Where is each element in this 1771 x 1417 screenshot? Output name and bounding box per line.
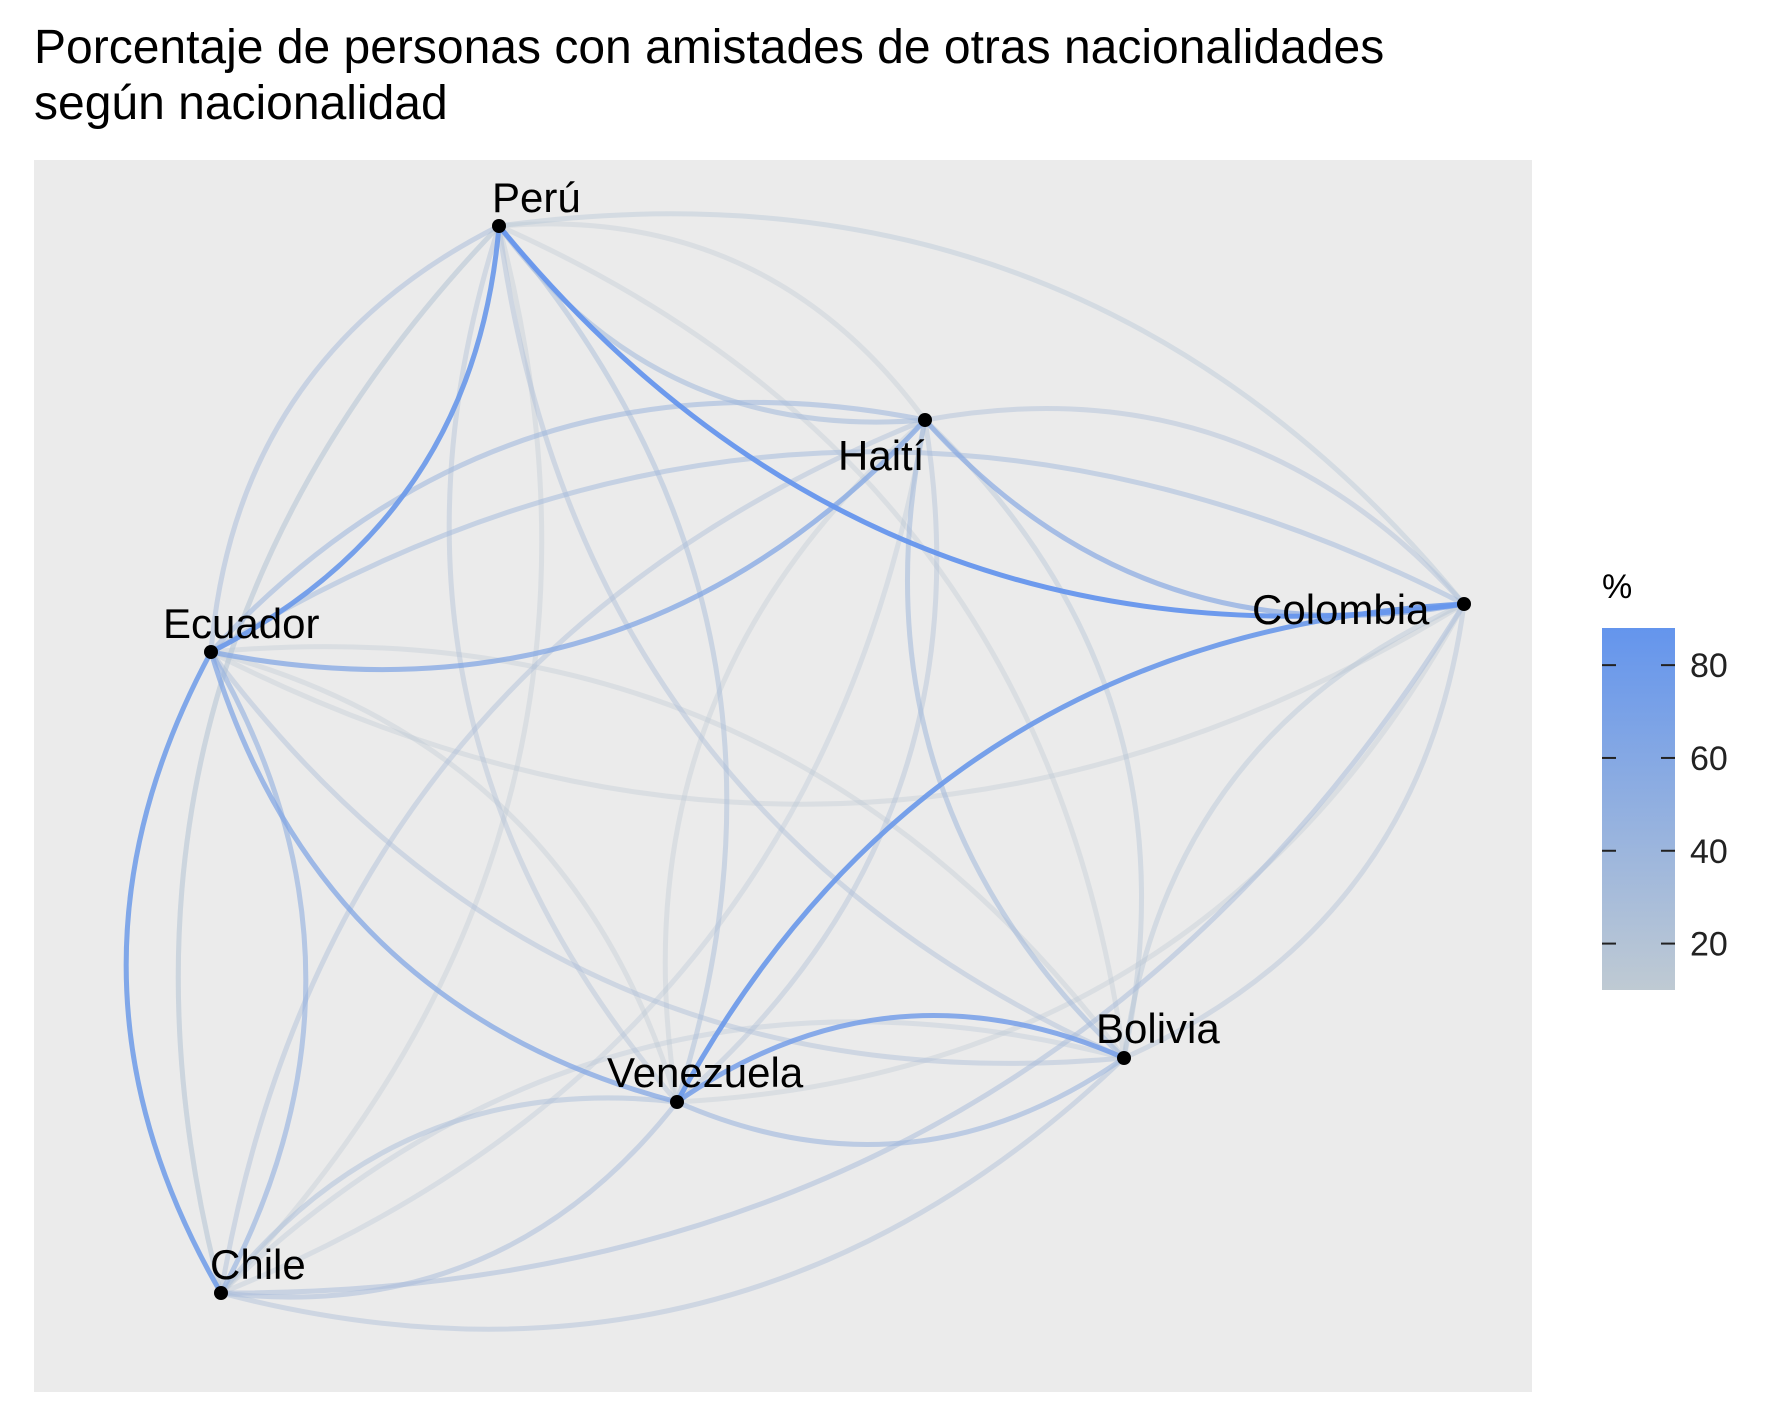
edge-colombia-peru [496, 211, 1467, 607]
edge-peru-chile [175, 223, 502, 1296]
legend-tick-label: 60 [1690, 740, 1728, 778]
chart-title: Porcentaje de personas con amistades de … [34, 20, 1684, 132]
edge-colombia-bolivia [1121, 601, 1467, 1061]
edge-haiti-peru [496, 221, 928, 423]
edge-peru-chile [175, 223, 502, 1296]
node-chile-point [214, 1286, 228, 1300]
edge-bolivia-venezuela [674, 1013, 1127, 1105]
node-haiti-label: Haití [838, 432, 925, 479]
edge-venezuela-haiti [674, 417, 940, 1105]
node-ecuador-point [204, 645, 218, 659]
node-peru-label: Perú [492, 174, 581, 221]
node-chile-label: Chile [210, 1241, 306, 1288]
legend-colorbar [1602, 628, 1675, 990]
edge-chile-colombia [218, 601, 1467, 1296]
edge-peru-bolivia [496, 223, 1127, 1061]
edge-ecuador-venezuela [208, 649, 680, 1105]
edge-chile-ecuador [208, 649, 309, 1296]
edge-ecuador-peru [208, 223, 502, 655]
node-venezuela-label: Venezuela [607, 1049, 804, 1096]
legend-tick-label: 40 [1690, 833, 1728, 871]
edge-colombia-venezuela [674, 601, 1467, 1105]
edge-ecuador-chile [123, 649, 224, 1296]
node-bolivia-label: Bolivia [1096, 1005, 1220, 1052]
edge-bolivia-chile [218, 1019, 1127, 1296]
edge-venezuela-bolivia [674, 1055, 1127, 1147]
edge-bolivia-haiti [922, 417, 1144, 1061]
edge-bolivia-colombia [1121, 601, 1467, 1061]
edge-peru-venezuela [446, 223, 680, 1105]
edge-chile-venezuela [218, 1099, 680, 1300]
node-haiti-point [918, 413, 932, 427]
node-ecuador-label: Ecuador [163, 600, 319, 647]
edge-venezuela-chile [218, 1095, 680, 1296]
edge-layer [123, 211, 1467, 1332]
edge-haiti-chile [218, 417, 928, 1296]
edge-venezuela-peru [496, 223, 730, 1105]
legend-title: % [1602, 568, 1632, 606]
edge-ecuador-colombia [208, 601, 1467, 807]
edge-bolivia-peru [496, 223, 1127, 1061]
edge-chile-peru [218, 223, 545, 1296]
node-layer: Perú Haití Colombia Ecuador Venezuela Bolivia… [163, 174, 1471, 1300]
node-peru-point [492, 219, 506, 233]
chart-title-line-1: Porcentaje de personas con amistades de … [34, 21, 1385, 74]
edge-peru-colombia [496, 223, 1467, 619]
color-legend: % 20 40 60 80 [1602, 568, 1728, 990]
edge-colombia-haiti [922, 406, 1467, 607]
legend-tick-label: 80 [1690, 647, 1728, 685]
plot-panel [34, 160, 1532, 1392]
chart-title-line-2: según nacionalidad [34, 77, 448, 130]
node-colombia-point [1457, 597, 1471, 611]
node-bolivia-point [1117, 1051, 1131, 1065]
edge-venezuela-colombia [674, 601, 1467, 1105]
edge-ecuador-bolivia [208, 649, 1127, 1066]
edge-chile-bolivia [218, 1055, 1127, 1332]
node-colombia-label: Colombia [1252, 586, 1430, 633]
edge-haiti-bolivia [905, 417, 1127, 1061]
legend-tick-label: 20 [1690, 926, 1728, 964]
edge-venezuela-ecuador [208, 649, 680, 1105]
edge-chile-haiti [218, 417, 928, 1296]
edge-colombia-ecuador [208, 449, 1467, 655]
legend-ticks: 20 40 60 80 [1602, 647, 1728, 964]
node-venezuela-point [670, 1095, 684, 1109]
edge-ecuador-haiti [208, 417, 928, 673]
edge-haiti-ecuador [208, 399, 928, 655]
edge-peru-ecuador [208, 223, 502, 655]
